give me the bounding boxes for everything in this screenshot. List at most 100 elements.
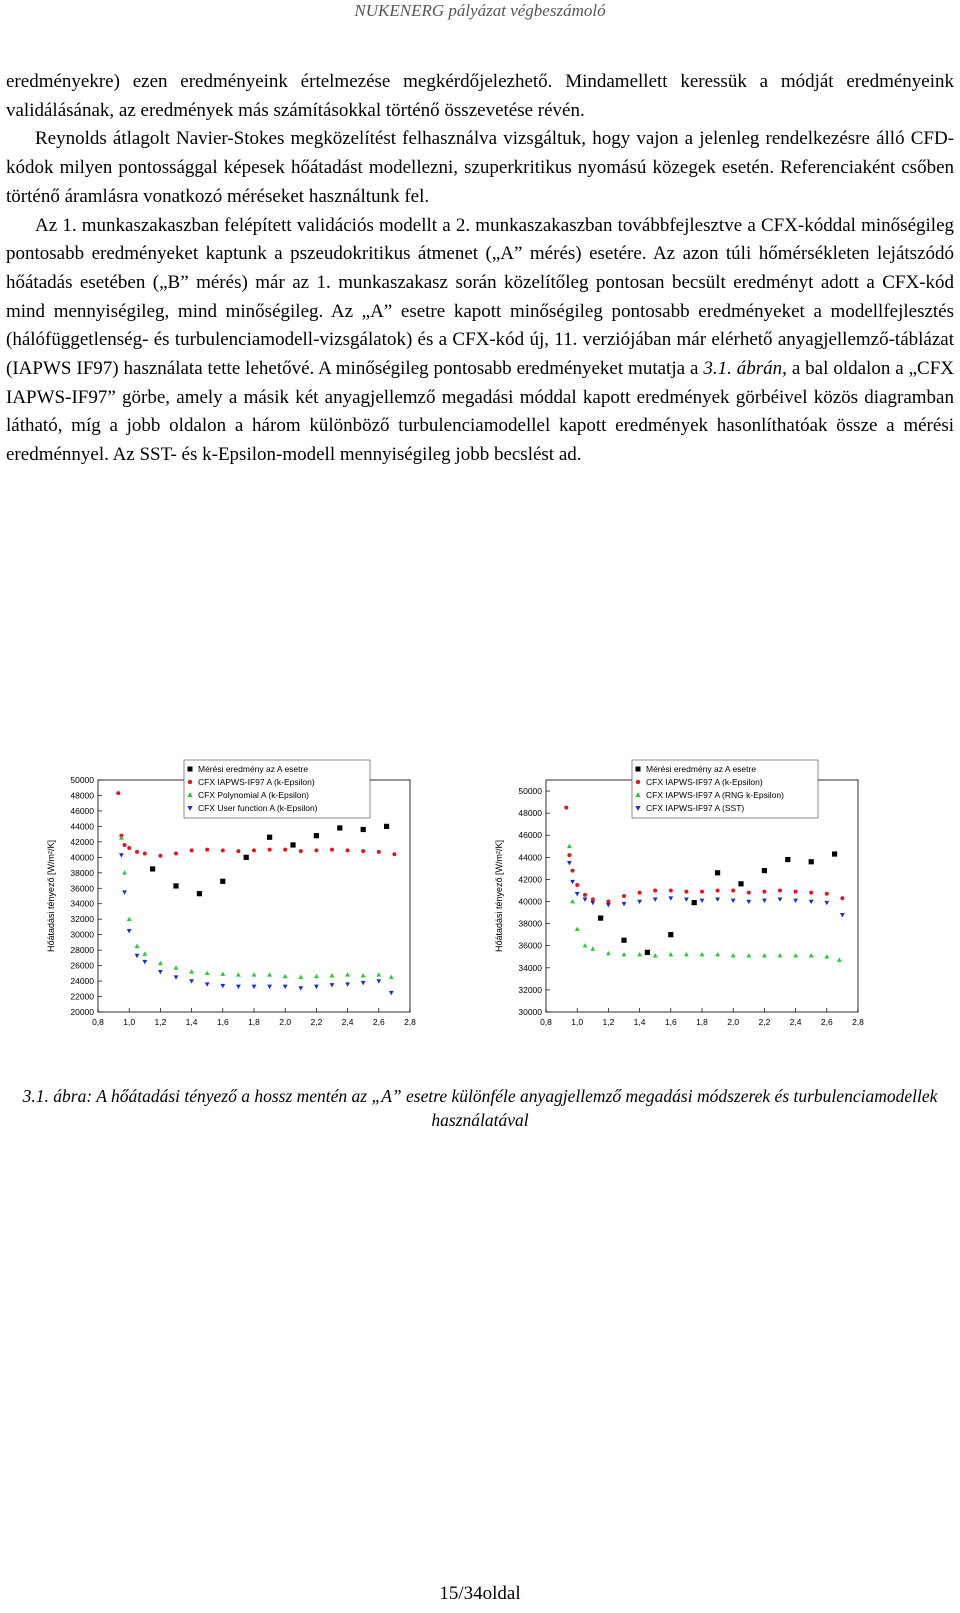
legend-marker	[187, 792, 193, 797]
data-point-triangle-up	[808, 953, 814, 958]
data-point-triangle-up	[142, 951, 148, 956]
data-point-square	[644, 949, 650, 955]
x-tick-label: 2,8	[852, 1017, 864, 1027]
data-point-circle	[298, 849, 303, 854]
data-point-triangle-up	[606, 950, 611, 956]
data-point-triangle-down	[762, 898, 767, 904]
data-point-circle	[731, 888, 736, 893]
y-axis-label: Hőátadási tényező [W/m²/K]	[46, 840, 56, 952]
y-tick-label: 48000	[518, 808, 542, 818]
data-point-circle	[606, 899, 611, 904]
data-point-circle	[590, 897, 595, 902]
data-point-square	[313, 833, 319, 839]
data-point-triangle-down	[134, 953, 140, 959]
data-point-circle	[668, 888, 673, 893]
data-point-triangle-up	[267, 972, 272, 977]
data-point-circle	[793, 889, 798, 894]
data-point-circle	[653, 888, 658, 893]
data-point-circle	[778, 888, 782, 893]
data-point-triangle-up	[236, 972, 241, 977]
y-tick-label: 30000	[70, 930, 94, 940]
x-tick-label: 2,6	[821, 1017, 833, 1027]
data-point-circle	[314, 848, 319, 853]
data-point-triangle-down	[345, 982, 350, 987]
data-point-circle	[570, 868, 575, 873]
data-point-square	[808, 859, 814, 865]
data-point-circle	[252, 848, 256, 853]
y-tick-label: 26000	[70, 961, 94, 971]
y-tick-label: 38000	[518, 919, 542, 929]
y-tick-label: 36000	[518, 941, 542, 951]
page-number: 15/34oldal	[439, 1583, 521, 1604]
data-point-triangle-up	[746, 953, 752, 958]
chart-left: 20000 22000 24000 26000 28000 30000 32000 34000…	[46, 759, 416, 1027]
data-point-triangle-up	[220, 971, 226, 976]
series-1	[598, 851, 838, 955]
running-header: NUKENERG pályázat végbeszámoló	[354, 1, 606, 20]
data-point-triangle-up	[158, 960, 163, 966]
data-point-triangle-up	[282, 973, 288, 979]
data-point-triangle-down	[570, 879, 575, 885]
data-point-triangle-down	[621, 901, 627, 907]
data-point-triangle-down	[204, 982, 210, 987]
data-point-triangle-down	[606, 903, 611, 908]
data-point-triangle-down	[652, 897, 658, 902]
y-tick-label: 40000	[70, 852, 94, 862]
data-point-triangle-up	[637, 951, 642, 957]
data-point-triangle-down	[715, 897, 720, 902]
data-point-square	[738, 881, 744, 887]
x-tick-label: 0,8	[540, 1017, 552, 1027]
x-tick-label: 1,2	[602, 1017, 614, 1027]
x-tick-label: 2,0	[279, 1017, 291, 1027]
x-tick-label: 1,8	[696, 1017, 708, 1027]
data-point-square	[150, 866, 156, 872]
data-point-triangle-up	[329, 973, 335, 978]
data-point-circle	[135, 849, 139, 854]
x-tick-label: 1,0	[571, 1017, 583, 1027]
data-point-circle	[116, 791, 121, 796]
data-point-triangle-down	[668, 896, 674, 901]
data-point-circle	[746, 890, 751, 895]
x-tick-label: 1,6	[665, 1017, 677, 1027]
paragraph-3-part-b: , a bal oldalon a „CFX IAPWS-IF97” görbe…	[6, 358, 954, 466]
data-point-triangle-down	[637, 899, 642, 905]
data-point-square	[220, 878, 226, 884]
data-point-triangle-down	[122, 890, 127, 895]
data-point-triangle-down	[376, 979, 382, 984]
data-point-triangle-up	[730, 953, 736, 958]
data-point-triangle-up	[668, 951, 674, 957]
x-tick-label: 1,2	[154, 1017, 166, 1027]
x-tick-label: 1,8	[248, 1017, 260, 1027]
data-point-triangle-up	[836, 957, 842, 962]
data-point-circle	[142, 851, 147, 856]
legend-label: CFX User function A (k-Epsilon)	[198, 803, 318, 813]
y-tick-label: 44000	[518, 852, 542, 862]
legend-box	[631, 759, 819, 819]
x-tick-label: 2,2	[310, 1017, 322, 1027]
series-3	[119, 835, 394, 979]
data-point-circle	[583, 892, 587, 897]
legend-marker	[635, 766, 641, 772]
y-tick-label: 20000	[70, 1007, 94, 1017]
data-point-circle	[361, 849, 366, 854]
data-point-triangle-up	[122, 870, 127, 875]
y-tick-label: 36000	[70, 883, 94, 893]
x-tick-label: 2,4	[790, 1017, 802, 1027]
x-tick-label: 1,4	[634, 1017, 646, 1027]
legend-label: Mérési eredmény az A esetre	[198, 764, 308, 774]
data-point-triangle-down	[360, 980, 366, 986]
data-point-square	[267, 834, 273, 840]
y-tick-label: 24000	[70, 976, 94, 986]
data-point-triangle-down	[699, 898, 705, 904]
data-point-triangle-down	[314, 984, 319, 990]
data-point-triangle-down	[282, 984, 288, 990]
y-tick-label: 32000	[518, 985, 542, 995]
data-point-circle	[283, 847, 288, 852]
data-point-triangle-down	[582, 897, 588, 902]
legend-label: Mérési eredmény az A esetre	[646, 764, 756, 774]
data-point-triangle-up	[652, 953, 658, 958]
data-point-square	[598, 915, 604, 921]
y-tick-label: 50000	[70, 775, 94, 785]
data-point-square	[832, 851, 838, 857]
data-point-square	[621, 937, 627, 943]
